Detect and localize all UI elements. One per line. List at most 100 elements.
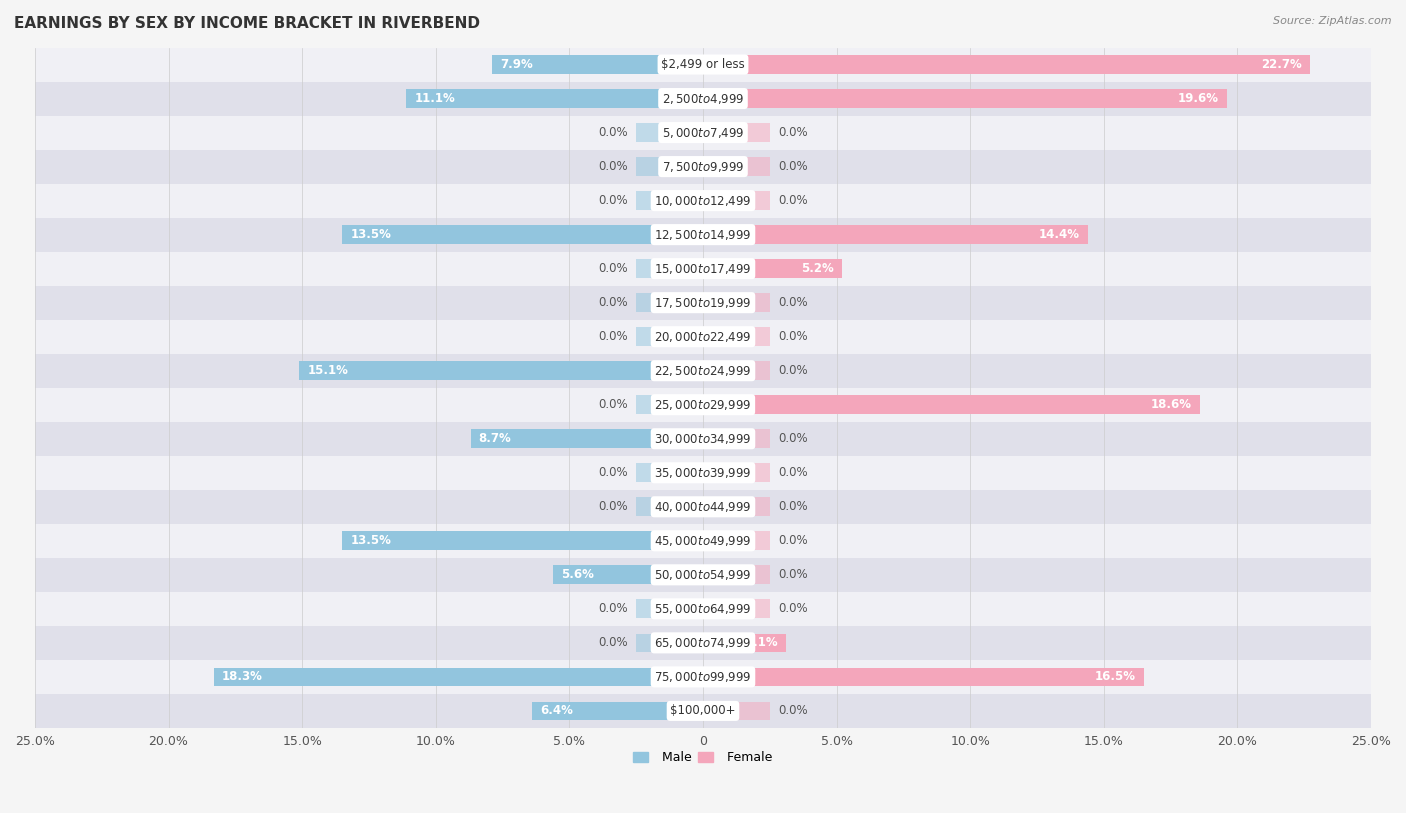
Bar: [636, 633, 703, 652]
Text: 0.0%: 0.0%: [778, 194, 807, 207]
Text: 0.0%: 0.0%: [599, 126, 628, 139]
Bar: [35, 456, 1371, 489]
Text: 19.6%: 19.6%: [1178, 92, 1219, 105]
Text: 0.0%: 0.0%: [778, 296, 807, 309]
Bar: [214, 667, 703, 686]
Bar: [636, 124, 703, 142]
Bar: [703, 191, 770, 210]
Text: 11.1%: 11.1%: [415, 92, 456, 105]
Text: 0.0%: 0.0%: [778, 534, 807, 547]
Bar: [703, 532, 770, 550]
Text: 0.0%: 0.0%: [778, 500, 807, 513]
Bar: [703, 429, 770, 448]
Text: 0.0%: 0.0%: [778, 160, 807, 173]
Bar: [342, 225, 703, 244]
Bar: [703, 498, 770, 516]
Bar: [703, 259, 842, 278]
Bar: [636, 328, 703, 346]
Bar: [703, 702, 770, 720]
Text: 8.7%: 8.7%: [478, 433, 512, 446]
Text: 0.0%: 0.0%: [599, 296, 628, 309]
Text: 0.0%: 0.0%: [599, 467, 628, 479]
Text: 0.0%: 0.0%: [599, 194, 628, 207]
Bar: [35, 354, 1371, 388]
Text: 5.6%: 5.6%: [561, 568, 595, 581]
Bar: [636, 599, 703, 618]
Text: $2,499 or less: $2,499 or less: [661, 58, 745, 71]
Text: $40,000 to $44,999: $40,000 to $44,999: [654, 500, 752, 514]
Bar: [35, 489, 1371, 524]
Bar: [35, 558, 1371, 592]
Text: $22,500 to $24,999: $22,500 to $24,999: [654, 363, 752, 378]
Text: 3.1%: 3.1%: [745, 637, 778, 650]
Bar: [342, 532, 703, 550]
Bar: [299, 361, 703, 380]
Text: 0.0%: 0.0%: [599, 398, 628, 411]
Bar: [35, 184, 1371, 218]
Bar: [35, 81, 1371, 115]
Text: $15,000 to $17,499: $15,000 to $17,499: [654, 262, 752, 276]
Bar: [636, 293, 703, 312]
Text: 16.5%: 16.5%: [1095, 671, 1136, 684]
Text: $5,000 to $7,499: $5,000 to $7,499: [662, 125, 744, 140]
Bar: [35, 218, 1371, 252]
Bar: [35, 524, 1371, 558]
Text: 0.0%: 0.0%: [778, 330, 807, 343]
Bar: [703, 463, 770, 482]
Bar: [35, 592, 1371, 626]
Bar: [35, 320, 1371, 354]
Text: 14.4%: 14.4%: [1039, 228, 1080, 241]
Bar: [703, 293, 770, 312]
Text: 0.0%: 0.0%: [778, 602, 807, 615]
Text: 0.0%: 0.0%: [778, 704, 807, 717]
Bar: [35, 422, 1371, 456]
Text: 0.0%: 0.0%: [599, 637, 628, 650]
Text: 0.0%: 0.0%: [599, 602, 628, 615]
Bar: [703, 124, 770, 142]
Bar: [492, 55, 703, 74]
Bar: [531, 702, 703, 720]
Bar: [703, 395, 1201, 414]
Text: $20,000 to $22,499: $20,000 to $22,499: [654, 330, 752, 344]
Text: 6.4%: 6.4%: [540, 704, 572, 717]
Bar: [35, 388, 1371, 422]
Bar: [636, 157, 703, 176]
Text: $45,000 to $49,999: $45,000 to $49,999: [654, 534, 752, 548]
Bar: [35, 115, 1371, 150]
Bar: [35, 285, 1371, 320]
Text: $7,500 to $9,999: $7,500 to $9,999: [662, 159, 744, 174]
Text: $17,500 to $19,999: $17,500 to $19,999: [654, 296, 752, 310]
Text: 13.5%: 13.5%: [350, 534, 391, 547]
Text: $75,000 to $99,999: $75,000 to $99,999: [654, 670, 752, 684]
Text: 18.3%: 18.3%: [222, 671, 263, 684]
Text: 0.0%: 0.0%: [599, 160, 628, 173]
Bar: [703, 328, 770, 346]
Bar: [703, 225, 1088, 244]
Bar: [703, 667, 1144, 686]
Text: $30,000 to $34,999: $30,000 to $34,999: [654, 432, 752, 446]
Bar: [703, 566, 770, 585]
Text: 0.0%: 0.0%: [599, 262, 628, 275]
Bar: [636, 395, 703, 414]
Bar: [35, 660, 1371, 693]
Bar: [636, 259, 703, 278]
Text: 0.0%: 0.0%: [599, 330, 628, 343]
Bar: [636, 191, 703, 210]
Text: $50,000 to $54,999: $50,000 to $54,999: [654, 567, 752, 582]
Bar: [636, 498, 703, 516]
Bar: [406, 89, 703, 108]
Text: 0.0%: 0.0%: [778, 467, 807, 479]
Text: EARNINGS BY SEX BY INCOME BRACKET IN RIVERBEND: EARNINGS BY SEX BY INCOME BRACKET IN RIV…: [14, 16, 479, 31]
Text: $2,500 to $4,999: $2,500 to $4,999: [662, 92, 744, 106]
Text: $25,000 to $29,999: $25,000 to $29,999: [654, 398, 752, 411]
Text: 18.6%: 18.6%: [1152, 398, 1192, 411]
Text: $12,500 to $14,999: $12,500 to $14,999: [654, 228, 752, 241]
Text: 15.1%: 15.1%: [308, 364, 349, 377]
Text: 0.0%: 0.0%: [778, 568, 807, 581]
Bar: [636, 463, 703, 482]
Text: $10,000 to $12,499: $10,000 to $12,499: [654, 193, 752, 207]
Text: 0.0%: 0.0%: [778, 364, 807, 377]
Bar: [703, 599, 770, 618]
Bar: [554, 566, 703, 585]
Bar: [35, 693, 1371, 728]
